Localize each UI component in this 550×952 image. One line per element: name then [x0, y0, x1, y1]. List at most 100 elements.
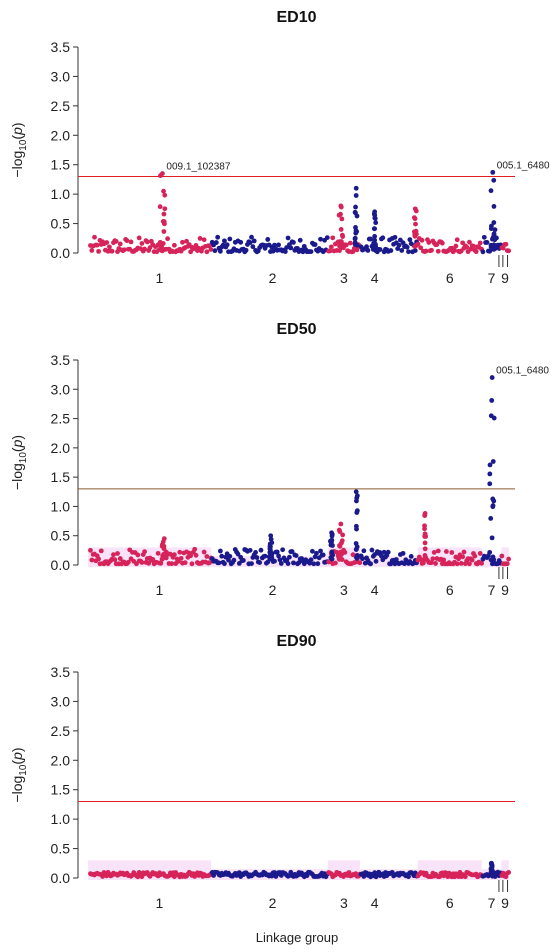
- y-tick-label: 0.0: [51, 870, 71, 886]
- data-point: [142, 246, 147, 252]
- y-tick-label: 1.5: [51, 157, 71, 173]
- data-point: [328, 539, 334, 545]
- data-point: [207, 560, 212, 566]
- data-point: [404, 244, 410, 250]
- data-point: [272, 558, 277, 564]
- data-point: [491, 177, 497, 183]
- data-point: [227, 553, 233, 559]
- data-point: [269, 540, 275, 546]
- data-point: [278, 561, 284, 566]
- data-point: [490, 554, 496, 560]
- data-point-peak: [268, 533, 274, 539]
- x-tick-label: 2: [269, 895, 277, 911]
- data-point: [238, 239, 244, 245]
- data-point-peak: [412, 206, 418, 212]
- y-tick-label: 0.5: [51, 216, 71, 232]
- data-point: [466, 561, 472, 567]
- data-point: [490, 504, 496, 510]
- data-point: [212, 248, 218, 254]
- data-point: [372, 233, 378, 239]
- y-tick-label: 0.0: [51, 557, 71, 573]
- data-point: [247, 240, 253, 245]
- data-point: [158, 240, 163, 246]
- data-point: [192, 546, 198, 552]
- data-point: [338, 552, 343, 558]
- x-tick-label: 2: [269, 270, 277, 286]
- data-point: [329, 550, 335, 555]
- data-point: [265, 237, 271, 242]
- data-point: [484, 240, 490, 245]
- data-point: [104, 240, 110, 245]
- data-point: [340, 532, 346, 538]
- data-point: [429, 560, 434, 565]
- y-tick-label: 2.0: [51, 752, 71, 768]
- x-tick-label: 4: [371, 582, 379, 598]
- data-point: [222, 238, 227, 244]
- data-point: [353, 228, 359, 234]
- data-point: [180, 239, 185, 245]
- data-point: [506, 870, 512, 875]
- data-point: [213, 240, 219, 245]
- data-point: [392, 234, 398, 240]
- data-point: [177, 549, 183, 555]
- data-point: [419, 237, 425, 243]
- data-point: [488, 188, 494, 194]
- data-point: [135, 552, 141, 558]
- y-tick-label: 1.5: [51, 469, 71, 485]
- data-point: [357, 560, 363, 566]
- data-point: [320, 552, 326, 558]
- x-axis-label: Linkage group: [256, 930, 338, 945]
- data-point: [189, 561, 195, 567]
- data-point: [429, 247, 434, 253]
- data-point: [276, 242, 281, 248]
- data-point: [400, 240, 406, 246]
- data-point: [372, 244, 378, 250]
- data-point: [487, 248, 493, 254]
- y-tick-label: 1.0: [51, 498, 71, 514]
- x-tick-label: 4: [371, 270, 379, 286]
- x-tick-label: 6: [446, 270, 454, 286]
- data-point: [347, 240, 353, 246]
- data-point: [112, 557, 118, 563]
- data-point: [89, 248, 95, 253]
- data-point: [288, 245, 294, 251]
- data-point: [489, 398, 495, 403]
- data-point: [155, 550, 161, 556]
- data-point: [217, 548, 223, 554]
- x-tick-label: 6: [446, 895, 454, 911]
- data-point: [98, 548, 104, 554]
- data-point: [441, 557, 447, 563]
- data-point: [330, 235, 336, 241]
- data-point: [94, 242, 100, 248]
- y-tick-label: 2.0: [51, 440, 71, 456]
- data-point: [388, 248, 394, 253]
- data-point: [490, 234, 496, 240]
- panel-title-ed10: ED10: [276, 9, 316, 26]
- data-point: [454, 561, 460, 567]
- data-point: [96, 556, 101, 562]
- data-point: [310, 548, 315, 554]
- data-point: [430, 556, 436, 562]
- data-point: [267, 556, 273, 562]
- data-point-peak: [329, 530, 335, 536]
- data-point: [354, 213, 360, 219]
- x-tick-label: 2: [269, 582, 277, 598]
- y-tick-label: 3.0: [51, 693, 71, 709]
- data-point: [488, 226, 494, 232]
- data-point: [471, 243, 476, 249]
- data-point: [411, 215, 417, 220]
- x-tick-label: 9: [501, 895, 509, 911]
- data-point: [477, 551, 483, 556]
- data-point: [449, 550, 455, 555]
- data-point: [368, 561, 374, 567]
- data-point: [162, 553, 167, 559]
- data-point: [227, 236, 233, 242]
- data-point: [337, 543, 343, 549]
- data-point: [506, 248, 512, 254]
- data-point: [354, 552, 360, 558]
- data-point: [412, 248, 418, 254]
- data-point-peak: [489, 375, 495, 380]
- y-tick-label: 3.0: [51, 68, 71, 84]
- data-point: [235, 551, 241, 557]
